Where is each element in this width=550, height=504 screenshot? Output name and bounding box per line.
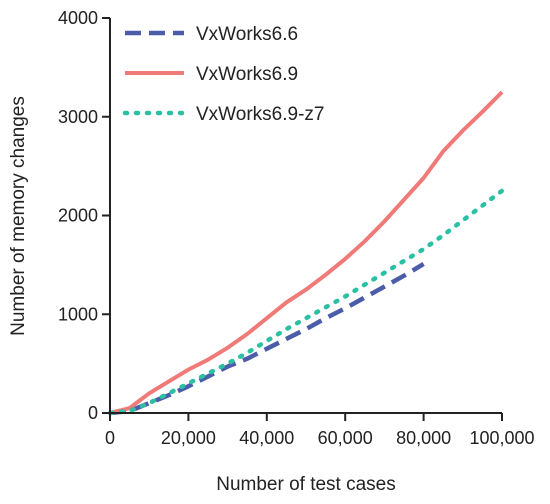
ticks-layer: 0 20,000 40,000 60,000 80,000 100,000 0 1000 200… xyxy=(58,8,535,448)
x-tick-label: 0 xyxy=(105,428,115,448)
x-tick-label: 80,000 xyxy=(396,428,451,448)
x-axis-title: Number of test cases xyxy=(216,474,396,495)
legend-label-vxworks6-9-z7: VxWorks6.9-z7 xyxy=(196,104,324,125)
y-axis-title: Number of memory changes xyxy=(8,96,29,336)
x-tick-label: 60,000 xyxy=(318,428,373,448)
y-tick-label: 2000 xyxy=(58,206,98,226)
series-line-vxworks6-9 xyxy=(109,90,504,415)
x-tick-label: 100,000 xyxy=(469,428,534,448)
series-layer xyxy=(107,90,505,416)
y-tick-label: 3000 xyxy=(58,107,98,127)
legend-label-vxworks6-9: VxWorks6.9 xyxy=(196,64,298,85)
axes-layer xyxy=(109,18,502,414)
y-tick-label: 0 xyxy=(88,403,98,423)
series-line-vxworks6-9-z7 xyxy=(107,188,505,416)
x-tick-label: 20,000 xyxy=(161,428,216,448)
legend: VxWorks6.6 VxWorks6.9 VxWorks6.9-z7 xyxy=(122,24,324,125)
y-tick-label: 1000 xyxy=(58,304,98,324)
legend-label-vxworks6-6: VxWorks6.6 xyxy=(196,24,298,45)
x-tick-label: 40,000 xyxy=(239,428,294,448)
y-tick-label: 4000 xyxy=(58,8,98,28)
